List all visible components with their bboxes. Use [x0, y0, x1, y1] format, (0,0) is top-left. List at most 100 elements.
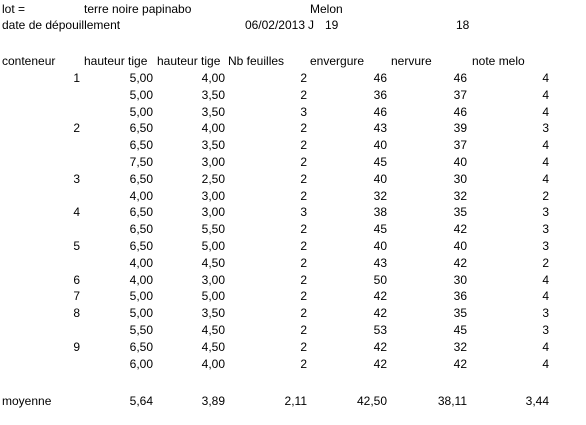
hauteur-tige-1-cell: 4,00	[129, 188, 153, 203]
conteneur-cell: 9	[73, 339, 80, 354]
envergure-cell: 50	[373, 272, 387, 287]
envergure-cell: 43	[373, 255, 387, 270]
hauteur-tige-1-cell: 5,00	[129, 306, 153, 321]
hauteur-tige-2-cell: 2,50	[201, 171, 225, 186]
conteneur-cell: 7	[73, 289, 80, 304]
nervure-cell: 35	[453, 205, 467, 220]
envergure-cell: 42	[373, 356, 387, 371]
note-melo-cell: 4	[542, 289, 549, 304]
hauteur-tige-2-cell: 3,00	[201, 188, 225, 203]
hauteur-tige-2-cell: 3,50	[201, 306, 225, 321]
note-melo-cell: 2	[542, 255, 549, 270]
envergure-cell: 42	[373, 289, 387, 304]
conteneur-cell: 8	[73, 306, 80, 321]
hauteur-tige-2-cell: 3,50	[201, 138, 225, 153]
column-header: hauteur tige	[157, 54, 221, 68]
hauteur-tige-2-cell: 4,50	[201, 339, 225, 354]
nb-feuilles-cell: 2	[300, 155, 307, 169]
hauteur-tige-1-cell: 6,50	[129, 339, 153, 354]
nervure-cell: 46	[453, 104, 467, 119]
nb-feuilles-cell: 2	[300, 306, 307, 321]
summary-cell: 2,11	[284, 394, 307, 408]
nb-feuilles-cell: 3	[300, 104, 307, 119]
nb-feuilles-cell: 2	[300, 289, 307, 304]
nb-feuilles-cell: 2	[300, 71, 307, 85]
nervure-cell: 40	[453, 239, 467, 253]
hauteur-tige-1-cell: 6,50	[129, 138, 153, 153]
nervure-cell: 42	[453, 255, 467, 270]
note-melo-cell: 4	[542, 272, 549, 287]
lot-value: terre noire papinabo	[84, 2, 192, 16]
hauteur-tige-2-cell: 3,50	[201, 87, 225, 102]
hauteur-tige-2-cell: 4,50	[201, 255, 225, 270]
conteneur-cell: 5	[73, 239, 80, 253]
lot-label: lot =	[2, 2, 26, 16]
nervure-cell: 40	[453, 155, 467, 169]
conteneur-cell: 1	[73, 71, 80, 85]
note-melo-cell: 4	[542, 71, 549, 85]
column-header: note melo	[472, 54, 525, 68]
note-melo-cell: 4	[542, 356, 549, 371]
nb-feuilles-cell: 2	[300, 339, 307, 354]
nervure-cell: 30	[453, 171, 467, 186]
hauteur-tige-1-cell: 5,00	[129, 104, 153, 119]
column-header: Nb feuilles	[228, 54, 285, 68]
other-value: 18	[456, 18, 470, 32]
note-melo-cell: 4	[542, 171, 549, 186]
nervure-cell: 42	[453, 222, 467, 237]
conteneur-cell: 3	[73, 171, 80, 186]
hauteur-tige-1-cell: 6,50	[129, 222, 153, 237]
nervure-cell: 37	[453, 87, 467, 102]
envergure-cell: 42	[373, 306, 387, 321]
summary-cell: 3,89	[201, 394, 225, 408]
note-melo-cell: 4	[542, 138, 549, 153]
nb-feuilles-cell: 2	[300, 171, 307, 186]
date-label: date de dépouillement	[2, 18, 121, 32]
summary-cell: 3,44	[525, 394, 549, 408]
note-melo-cell: 3	[542, 121, 549, 136]
envergure-cell: 40	[373, 138, 387, 153]
hauteur-tige-1-cell: 6,50	[129, 205, 153, 220]
hauteur-tige-1-cell: 4,00	[129, 272, 153, 287]
hauteur-tige-1-cell: 5,00	[129, 289, 153, 304]
conteneur-cell: 2	[73, 121, 80, 136]
hauteur-tige-1-cell: 4,00	[129, 255, 153, 270]
hauteur-tige-2-cell: 5,50	[201, 222, 225, 237]
nb-feuilles-cell: 2	[300, 239, 307, 253]
note-melo-cell: 4	[542, 87, 549, 102]
nervure-cell: 42	[453, 356, 467, 371]
nervure-cell: 32	[453, 188, 467, 203]
envergure-cell: 46	[373, 104, 387, 119]
hauteur-tige-2-cell: 4,00	[201, 71, 225, 85]
hauteur-tige-2-cell: 3,00	[201, 272, 225, 287]
envergure-cell: 38	[373, 205, 387, 220]
nervure-cell: 30	[453, 272, 467, 287]
day-value: 19	[325, 18, 339, 32]
nervure-cell: 39	[453, 121, 467, 136]
crop: Melon	[310, 2, 343, 16]
hauteur-tige-1-cell: 6,50	[129, 171, 153, 186]
hauteur-tige-2-cell: 3,00	[201, 155, 225, 169]
nb-feuilles-cell: 2	[300, 222, 307, 237]
note-melo-cell: 3	[542, 222, 549, 237]
conteneur-cell: 6	[73, 272, 80, 287]
envergure-cell: 32	[373, 188, 387, 203]
envergure-cell: 45	[373, 155, 387, 169]
envergure-cell: 53	[373, 323, 387, 337]
nervure-cell: 37	[453, 138, 467, 153]
summary-cell: 42,50	[356, 394, 387, 408]
hauteur-tige-2-cell: 4,00	[201, 356, 225, 371]
envergure-cell: 36	[373, 87, 387, 102]
hauteur-tige-2-cell: 4,50	[201, 323, 225, 337]
column-header: hauteur tige	[84, 54, 148, 68]
hauteur-tige-2-cell: 5,00	[201, 289, 225, 304]
note-melo-cell: 4	[542, 104, 549, 119]
nb-feuilles-cell: 2	[300, 255, 307, 270]
envergure-cell: 43	[373, 121, 387, 136]
column-header: envergure	[310, 54, 365, 68]
hauteur-tige-1-cell: 6,50	[129, 239, 153, 253]
note-melo-cell: 4	[542, 339, 549, 354]
nb-feuilles-cell: 3	[300, 205, 307, 220]
nervure-cell: 46	[453, 71, 467, 85]
note-melo-cell: 4	[542, 155, 549, 169]
